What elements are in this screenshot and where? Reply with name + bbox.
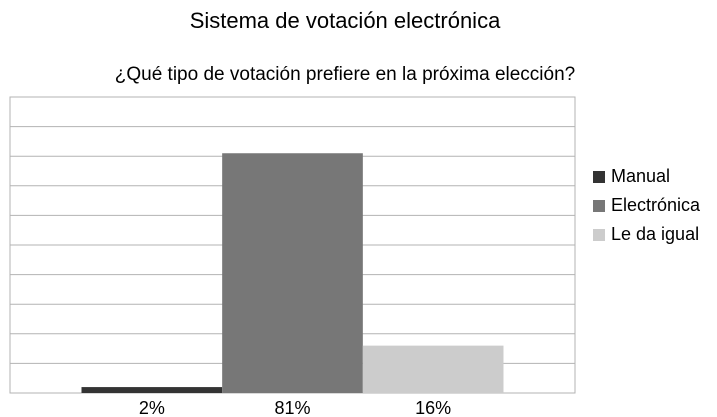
legend-swatch	[593, 200, 605, 212]
chart-title: Sistema de votación electrónica	[190, 8, 501, 33]
legend-label: Manual	[611, 166, 670, 186]
value-label: 81%	[274, 398, 310, 417]
chart-subtitle: ¿Qué tipo de votación prefiere en la pró…	[115, 64, 575, 85]
legend-label: Electrónica	[611, 195, 701, 215]
bar	[222, 153, 363, 393]
legend-swatch	[593, 171, 605, 183]
bar	[362, 345, 504, 393]
bar	[81, 387, 223, 393]
legend-label: Le da igual	[611, 224, 699, 244]
value-label: 2%	[139, 398, 165, 417]
value-label: 16%	[415, 398, 451, 417]
legend-swatch	[593, 229, 605, 241]
